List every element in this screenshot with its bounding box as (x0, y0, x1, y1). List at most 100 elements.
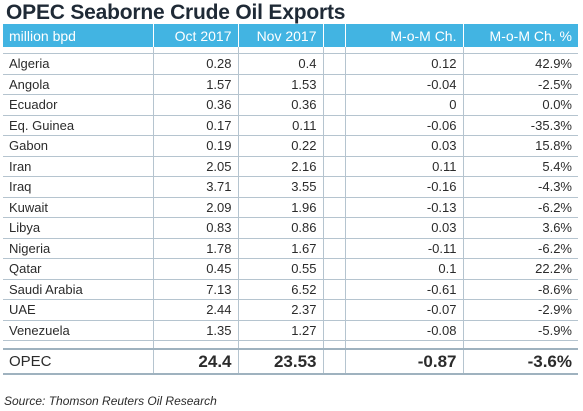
nov-2017-cell: 1.53 (237, 74, 323, 95)
country-cell: Qatar (3, 258, 153, 280)
header-mom-change: M-o-M Ch. (344, 24, 463, 47)
country-cell: Nigeria (3, 238, 153, 259)
gap-cell (322, 217, 345, 239)
header-mom-change-pct: M-o-M Ch. % (462, 24, 578, 47)
country-cell: Venezuela (3, 320, 153, 341)
mom-change-pct-cell: 0.0% (462, 94, 578, 116)
table-row: Angola 1.57 1.53 -0.04 -2.5% (3, 74, 578, 95)
country-cell: Ecuador (3, 94, 153, 116)
mom-change-pct-cell: -6.2% (462, 238, 578, 259)
header-nov-2017: Nov 2017 (237, 24, 323, 47)
nov-2017-cell: 0.55 (237, 258, 323, 280)
nov-2017-cell: 3.55 (237, 176, 323, 198)
nov-2017-cell: 0.86 (237, 217, 323, 239)
mom-change-cell: 0.12 (344, 53, 463, 75)
mom-change-pct-cell: -2.5% (462, 74, 578, 95)
table-row: Kuwait 2.09 1.96 -0.13 -6.2% (3, 197, 578, 218)
oct-2017-cell: 0.17 (152, 115, 238, 136)
oct-2017-cell: 3.71 (152, 176, 238, 198)
total-row: OPEC 24.4 23.53 -0.87 -3.6% (3, 348, 578, 375)
gap-cell (322, 258, 345, 280)
gap-cell (322, 156, 345, 177)
gap-cell (322, 135, 345, 157)
gap-cell (322, 279, 345, 300)
mom-change-pct-cell: -4.3% (462, 176, 578, 198)
country-cell: Algeria (3, 53, 153, 75)
gap-cell (322, 74, 345, 95)
mom-change-pct-cell: -35.3% (462, 115, 578, 136)
table-row: Ecuador 0.36 0.36 0 0.0% (3, 94, 578, 116)
spacer-row (3, 340, 578, 350)
header-unit: million bpd (3, 24, 153, 47)
mom-change-cell: -0.16 (344, 176, 463, 198)
nov-2017-cell: 1.96 (237, 197, 323, 218)
mom-change-cell: 0.03 (344, 135, 463, 157)
table-row: Saudi Arabia 7.13 6.52 -0.61 -8.6% (3, 279, 578, 300)
mom-change-pct-cell: 5.4% (462, 156, 578, 177)
table-row: Eq. Guinea 0.17 0.11 -0.06 -35.3% (3, 115, 578, 136)
table-row: Iran 2.05 2.16 0.11 5.4% (3, 156, 578, 177)
gap-cell (322, 299, 345, 321)
nov-2017-cell: 6.52 (237, 279, 323, 300)
mom-change-cell: -0.11 (344, 238, 463, 259)
oct-2017-cell: 0.36 (152, 94, 238, 116)
table-row: Venezuela 1.35 1.27 -0.08 -5.9% (3, 320, 578, 341)
spacer-row (3, 47, 578, 54)
oct-2017-cell: 0.28 (152, 53, 238, 75)
total-nov: 23.53 (237, 348, 323, 375)
mom-change-pct-cell: -8.6% (462, 279, 578, 300)
mom-change-cell: -0.04 (344, 74, 463, 95)
total-gap (322, 348, 345, 375)
total-oct: 24.4 (152, 348, 238, 375)
gap-cell (322, 115, 345, 136)
header-gap (322, 24, 345, 47)
gap-cell (322, 176, 345, 198)
table-row: UAE 2.44 2.37 -0.07 -2.9% (3, 299, 578, 321)
oct-2017-cell: 0.19 (152, 135, 238, 157)
mom-change-pct-cell: -5.9% (462, 320, 578, 341)
country-cell: Angola (3, 74, 153, 95)
mom-change-pct-cell: -2.9% (462, 299, 578, 321)
table-row: Algeria 0.28 0.4 0.12 42.9% (3, 53, 578, 75)
mom-change-cell: -0.07 (344, 299, 463, 321)
exports-table: million bpd Oct 2017 Nov 2017 M-o-M Ch. … (3, 24, 578, 375)
mom-change-cell: -0.08 (344, 320, 463, 341)
table-row: Iraq 3.71 3.55 -0.16 -4.3% (3, 176, 578, 198)
nov-2017-cell: 0.22 (237, 135, 323, 157)
table-row: Libya 0.83 0.86 0.03 3.6% (3, 217, 578, 239)
mom-change-cell: -0.61 (344, 279, 463, 300)
mom-change-cell: 0.11 (344, 156, 463, 177)
table-row: Gabon 0.19 0.22 0.03 15.8% (3, 135, 578, 157)
oct-2017-cell: 1.78 (152, 238, 238, 259)
oct-2017-cell: 1.35 (152, 320, 238, 341)
mom-change-cell: -0.06 (344, 115, 463, 136)
total-change-pct: -3.6% (462, 348, 578, 375)
oct-2017-cell: 1.57 (152, 74, 238, 95)
nov-2017-cell: 1.67 (237, 238, 323, 259)
mom-change-pct-cell: 22.2% (462, 258, 578, 280)
oct-2017-cell: 0.45 (152, 258, 238, 280)
nov-2017-cell: 2.16 (237, 156, 323, 177)
gap-cell (322, 320, 345, 341)
mom-change-pct-cell: -6.2% (462, 197, 578, 218)
oct-2017-cell: 2.05 (152, 156, 238, 177)
nov-2017-cell: 0.4 (237, 53, 323, 75)
nov-2017-cell: 0.11 (237, 115, 323, 136)
total-change: -0.87 (344, 348, 463, 375)
gap-cell (322, 238, 345, 259)
mom-change-pct-cell: 42.9% (462, 53, 578, 75)
table-row: Qatar 0.45 0.55 0.1 22.2% (3, 258, 578, 280)
country-cell: Saudi Arabia (3, 279, 153, 300)
header-row: million bpd Oct 2017 Nov 2017 M-o-M Ch. … (3, 24, 578, 47)
country-cell: Eq. Guinea (3, 115, 153, 136)
country-cell: Iraq (3, 176, 153, 198)
source-note: Source: Thomson Reuters Oil Research (4, 394, 217, 408)
mom-change-pct-cell: 3.6% (462, 217, 578, 239)
oct-2017-cell: 2.44 (152, 299, 238, 321)
mom-change-cell: 0 (344, 94, 463, 116)
total-label: OPEC (3, 348, 153, 375)
table-title: OPEC Seaborne Crude Oil Exports (6, 1, 346, 24)
country-cell: Iran (3, 156, 153, 177)
nov-2017-cell: 1.27 (237, 320, 323, 341)
table-row: Nigeria 1.78 1.67 -0.11 -6.2% (3, 238, 578, 259)
